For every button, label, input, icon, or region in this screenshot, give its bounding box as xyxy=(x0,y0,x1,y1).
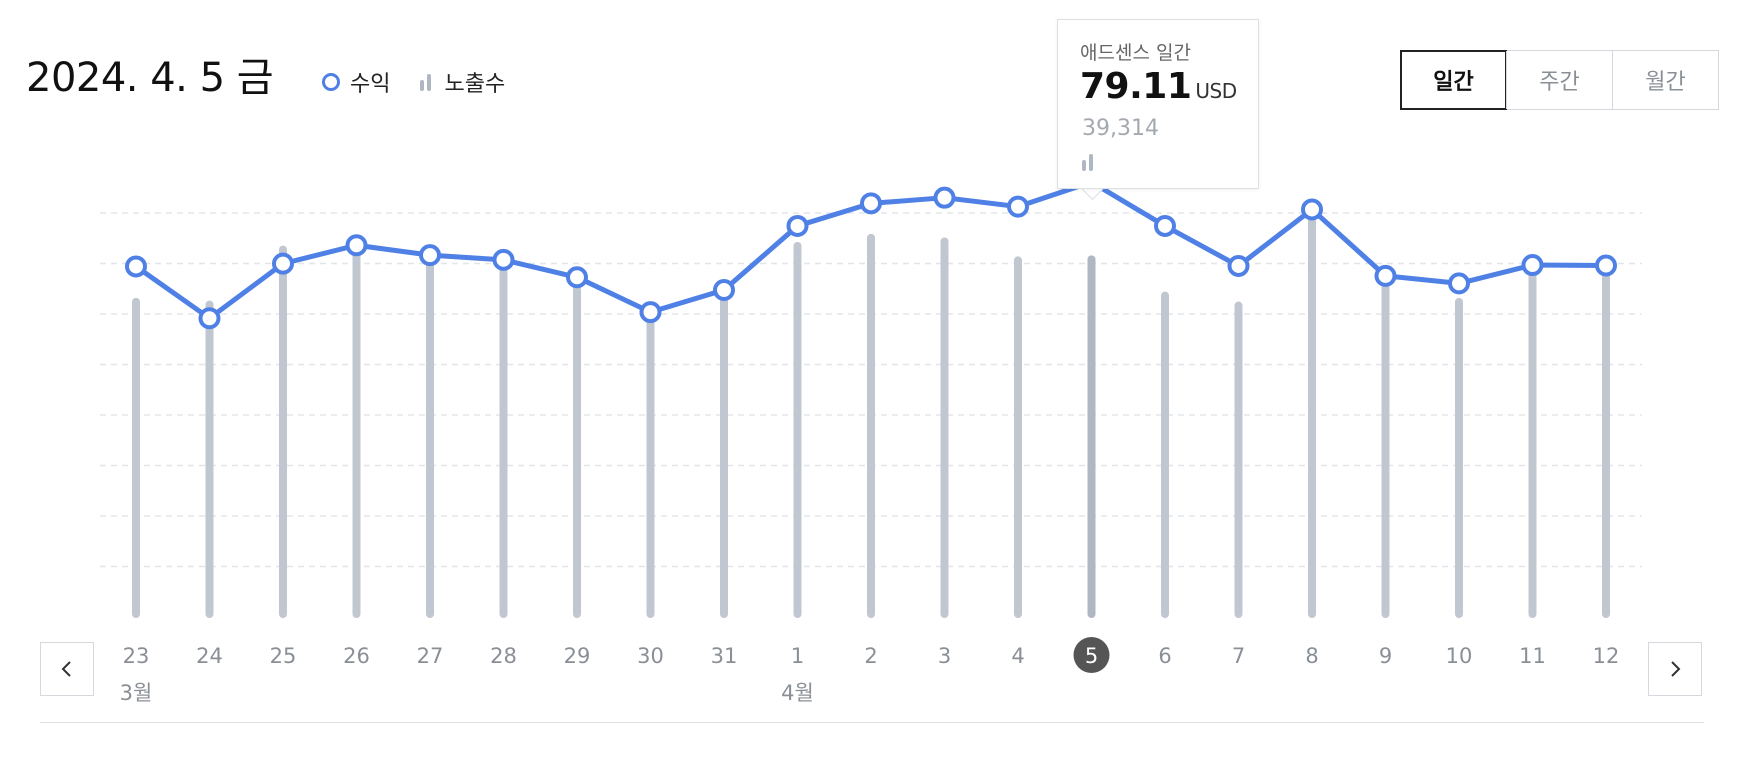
month-label: 3월 xyxy=(120,681,153,705)
chevron-left-icon xyxy=(61,661,71,677)
revenue-point xyxy=(786,214,809,237)
x-tick-label: 10 xyxy=(1446,644,1473,668)
revenue-point xyxy=(1154,214,1176,237)
period-tabs: 일간 주간 월간 xyxy=(1400,50,1719,110)
chart-bottom-divider xyxy=(40,722,1704,723)
x-tick-label: 9 xyxy=(1379,644,1392,668)
selected-day-badge xyxy=(1073,637,1110,673)
revenue-point xyxy=(198,307,221,330)
x-tick-label: 27 xyxy=(417,644,444,668)
x-tick-label: 23 xyxy=(123,644,150,668)
x-tick-label: 30 xyxy=(637,644,664,668)
impression-bars-icon xyxy=(420,73,434,91)
tooltip-revenue-value: 79.11 xyxy=(1080,66,1192,107)
x-tick-label: 4 xyxy=(1011,644,1024,668)
revenue-point xyxy=(1227,254,1250,277)
legend-revenue-label: 수익 xyxy=(350,72,391,97)
revenue-point xyxy=(1007,195,1029,218)
chart-legend: 수익 노출수 xyxy=(322,66,535,98)
revenue-point xyxy=(1301,198,1323,221)
selected-date-title: 2024. 4. 5 금 xyxy=(26,55,274,101)
revenue-point xyxy=(713,278,735,301)
month-label: 4월 xyxy=(781,681,814,705)
impression-bars-icon xyxy=(1082,153,1096,171)
x-tick-label: 2 xyxy=(864,644,877,668)
x-tick-label: 7 xyxy=(1232,644,1245,668)
revenue-point xyxy=(1521,254,1544,277)
legend-impressions-label: 노출수 xyxy=(444,72,506,97)
x-tick-label: 26 xyxy=(343,644,370,668)
x-tick-label: 25 xyxy=(270,644,297,668)
x-tick-label: 11 xyxy=(1519,644,1546,668)
x-tick-label: 12 xyxy=(1593,644,1620,668)
x-tick-label: 3 xyxy=(938,644,951,668)
x-tick-label: 29 xyxy=(564,644,591,668)
tooltip-title: 애드센스 일간 xyxy=(1080,42,1191,64)
tooltip-impressions-value: 39,314 xyxy=(1082,116,1159,141)
legend-item-revenue: 수익 xyxy=(322,66,390,98)
revenue-point xyxy=(492,248,515,271)
x-tick-label: 6 xyxy=(1158,644,1171,668)
revenue-line-marker-icon xyxy=(322,73,340,91)
tab-daily[interactable]: 일간 xyxy=(1400,50,1507,110)
chevron-right-icon xyxy=(1671,661,1681,677)
x-tick-label: 28 xyxy=(490,644,517,668)
chart-tooltip: 애드센스 일간 79.11 USD 39,314 xyxy=(1057,19,1259,189)
revenue-point xyxy=(419,244,441,267)
revenue-point xyxy=(345,234,368,257)
revenue-point xyxy=(639,301,662,324)
tooltip-revenue: 79.11 USD xyxy=(1080,66,1237,107)
tooltip-revenue-unit: USD xyxy=(1195,79,1237,103)
x-tick-label: 5 xyxy=(1085,644,1098,668)
x-tick-label: 31 xyxy=(711,644,738,668)
revenue-point xyxy=(1374,264,1397,287)
x-tick-label: 24 xyxy=(196,644,223,668)
prev-period-button[interactable] xyxy=(40,642,94,696)
revenue-point xyxy=(125,255,147,278)
revenue-point xyxy=(1595,254,1617,277)
tab-weekly[interactable]: 주간 xyxy=(1506,51,1612,109)
revenue-point xyxy=(860,192,882,215)
revenue-point xyxy=(272,252,294,275)
revenue-point xyxy=(566,266,588,289)
legend-item-impressions: 노출수 xyxy=(420,66,505,98)
revenue-point xyxy=(933,186,956,209)
x-tick-label: 1 xyxy=(791,644,804,668)
revenue-point xyxy=(1448,272,1470,295)
x-tick-label: 8 xyxy=(1305,644,1318,668)
next-period-button[interactable] xyxy=(1648,642,1702,696)
tab-monthly[interactable]: 월간 xyxy=(1612,51,1718,109)
